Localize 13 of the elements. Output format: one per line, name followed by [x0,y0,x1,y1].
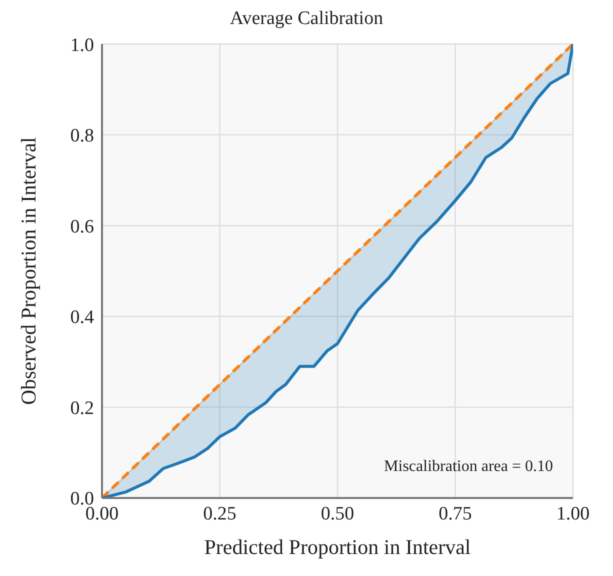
y-tick-label: 0.4 [70,307,94,328]
y-axis-title: Observed Proportion in Interval [16,137,40,405]
x-tick-label: 1.00 [556,503,590,524]
x-tick-label: 0.50 [320,503,354,524]
y-tick-label: 0.6 [70,216,94,238]
annotation: Miscalibration area = 0.10 [384,458,553,476]
y-tick-label: 0.8 [70,126,94,147]
x-tick-label: 0.75 [438,503,472,524]
x-tick-label: 0.25 [203,503,236,524]
chart-title: Average Calibration [228,8,384,31]
y-tick-label: 0.2 [70,398,94,419]
y-tick-label: 1.0 [70,34,94,56]
x-axis-title: Predicted Proportion in Interval [204,535,471,559]
